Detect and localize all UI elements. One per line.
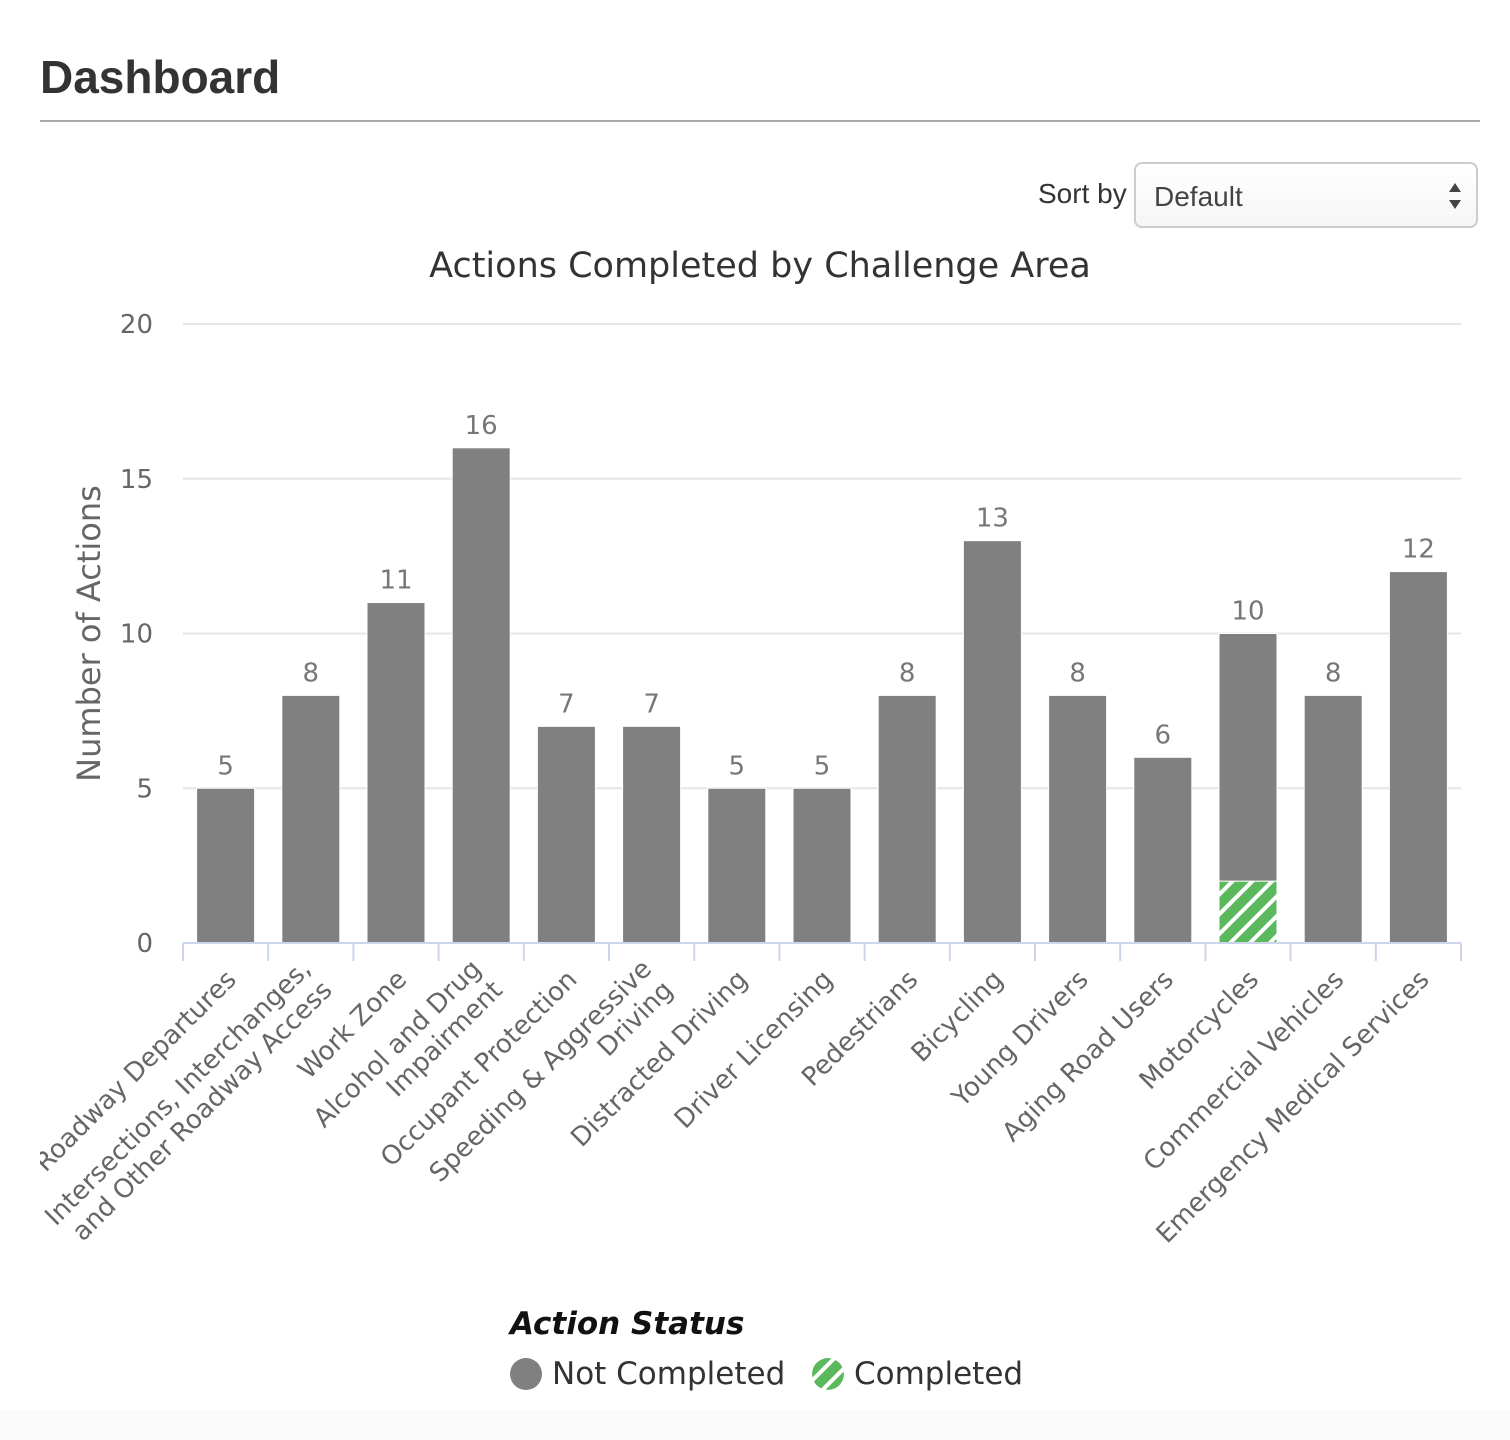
x-category-label-line: Intersections, Interchanges, [39, 954, 317, 1232]
bar-value-label: 7 [558, 689, 575, 719]
select-arrows-icon [1449, 183, 1461, 209]
bar-not-completed [451, 447, 511, 944]
chart-title: Actions Completed by Challenge Area [429, 246, 1091, 286]
x-category-label-line: Driver Licensing [669, 965, 839, 1135]
bar-not-completed [1388, 571, 1448, 944]
bar-not-completed [536, 725, 596, 944]
y-tick-label: 10 [120, 620, 153, 650]
bar-not-completed [707, 787, 767, 944]
bar-value-label: 5 [729, 751, 746, 781]
bar-chart: Actions Completed by Challenge Area Numb… [39, 246, 1462, 1249]
y-tick-label: 5 [136, 774, 153, 804]
y-axis-ticks: 0 5 10 15 20 [120, 310, 153, 959]
x-axis [182, 942, 1462, 961]
bar-value-label: 8 [1325, 658, 1342, 688]
y-axis-title: Number of Actions [70, 485, 108, 782]
bar-value-label: 8 [303, 658, 320, 688]
completed-swatch-icon [812, 1358, 844, 1390]
bar-not-completed [1048, 694, 1108, 944]
bar-value-label: 10 [1231, 597, 1264, 627]
bar-value-label: 8 [899, 658, 916, 688]
page-title: Dashboard [40, 51, 281, 103]
title-divider [40, 120, 1480, 122]
bar-not-completed [622, 725, 682, 944]
y-tick-label: 15 [120, 465, 153, 495]
bar-value-label: 5 [217, 751, 234, 781]
bar-value-label: 8 [1069, 658, 1086, 688]
bar-value-label: 13 [976, 504, 1009, 534]
page-footer-band [0, 1410, 1510, 1440]
bar-not-completed [877, 694, 937, 944]
bar-not-completed [196, 787, 256, 944]
bar-not-completed [281, 694, 341, 944]
legend-title: Action Status [510, 1306, 745, 1342]
sort-by-select[interactable]: Default [1134, 162, 1478, 228]
bar-not-completed [962, 540, 1022, 944]
bar-value-label: 7 [643, 689, 660, 719]
y-tick-label: 20 [120, 310, 153, 340]
bar-value-label: 5 [814, 751, 831, 781]
bar-not-completed [366, 602, 426, 944]
legend-label-not-completed: Not Completed [552, 1356, 786, 1392]
bar-value-label: 16 [465, 411, 498, 441]
bar-value-label: 6 [1155, 720, 1172, 750]
legend-label-completed: Completed [854, 1356, 1024, 1392]
bar-not-completed [792, 787, 852, 944]
not-completed-swatch-icon [510, 1358, 542, 1390]
bars [196, 447, 1448, 944]
x-category-label: Driver Licensing [669, 965, 839, 1135]
bar-not-completed [1133, 756, 1193, 944]
bar-value-label: 11 [379, 566, 412, 596]
bar-not-completed [1303, 694, 1363, 944]
bar-value-label: 12 [1402, 535, 1435, 565]
sort-by-label: Sort by [1038, 178, 1127, 209]
bar-not-completed [1218, 633, 1278, 882]
legend: Action Status Not Completed Completed [510, 1306, 1070, 1396]
value-labels: 5 8 11 16 7 7 5 5 8 13 8 6 10 8 12 [217, 411, 1435, 781]
bar-completed [1218, 880, 1278, 944]
sort-by-selected-value: Default [1154, 181, 1243, 212]
y-tick-label: 0 [136, 929, 153, 959]
